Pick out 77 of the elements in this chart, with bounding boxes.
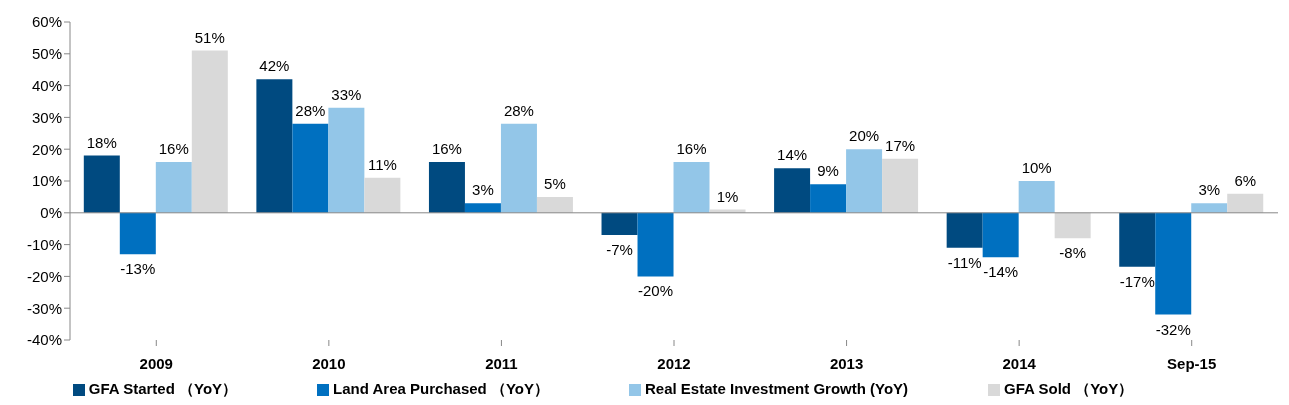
data-label: 33% — [331, 85, 362, 103]
bar — [119, 212, 156, 255]
bar — [256, 79, 293, 213]
bar — [191, 50, 228, 213]
data-label: 28% — [503, 101, 534, 119]
y-tick-label: 50% — [31, 45, 62, 63]
bar — [364, 177, 401, 213]
bar — [673, 161, 710, 213]
bar — [882, 158, 919, 213]
data-label: 16% — [676, 139, 707, 157]
bar — [1018, 181, 1055, 213]
bar — [846, 149, 883, 213]
data-label: 11% — [367, 155, 397, 173]
data-label: -8% — [1059, 244, 1087, 262]
y-tick-label: 60% — [31, 13, 62, 31]
bar — [637, 212, 674, 277]
data-label: -11% — [947, 253, 982, 271]
data-label: -14% — [983, 263, 1019, 281]
data-label: 14% — [777, 146, 808, 164]
x-tick-label: 2011 — [485, 354, 518, 372]
data-label: 10% — [1021, 159, 1052, 176]
data-label: 3% — [472, 181, 494, 199]
x-tick-label: Sep-15 — [1167, 354, 1217, 372]
bar — [292, 123, 329, 213]
bar — [1191, 203, 1228, 213]
x-tick-label: 2012 — [657, 354, 691, 372]
data-label: 17% — [885, 136, 916, 154]
data-label: 9% — [817, 162, 839, 180]
x-tick-label: 2013 — [829, 354, 864, 372]
bar — [1227, 193, 1264, 213]
bar — [536, 196, 573, 213]
bar — [601, 212, 638, 236]
data-label: 6% — [1234, 171, 1257, 189]
bar — [1054, 212, 1091, 239]
bar — [1155, 212, 1192, 315]
data-label: 42% — [259, 57, 290, 75]
x-tick-label: 2010 — [312, 354, 346, 372]
data-label: 20% — [849, 127, 880, 145]
y-tick-label: -30% — [26, 299, 62, 317]
bar — [1119, 212, 1156, 267]
bar — [464, 203, 501, 213]
bar — [328, 107, 365, 213]
bar — [500, 123, 537, 213]
data-label: 3% — [1198, 181, 1221, 199]
data-label: 5% — [544, 174, 566, 192]
bar — [428, 161, 465, 213]
bar — [810, 184, 847, 213]
y-tick-label: 40% — [31, 76, 62, 94]
legend-label: GFA Sold （YoY） — [1004, 380, 1134, 397]
legend-label: Real Estate Investment Growth (YoY) — [644, 380, 909, 397]
y-tick-label: -10% — [26, 235, 62, 253]
legend-label: Land Area Purchased （YoY） — [333, 380, 549, 397]
y-tick-label: 0% — [40, 204, 62, 222]
bar — [982, 212, 1019, 258]
y-tick-label: 20% — [31, 140, 62, 158]
data-label: 51% — [194, 28, 225, 46]
bar — [83, 155, 120, 213]
y-tick-label: -40% — [26, 331, 62, 349]
y-tick-label: 10% — [31, 172, 62, 190]
data-label: -17% — [1119, 272, 1155, 290]
x-tick-label: 2009 — [139, 354, 173, 372]
data-label: -32% — [1155, 320, 1191, 338]
data-label: 16% — [431, 139, 462, 157]
data-label: 16% — [158, 139, 189, 157]
data-label: -13% — [120, 260, 156, 278]
y-tick-label: -20% — [26, 267, 62, 285]
data-label: 28% — [295, 101, 326, 119]
legend-label: GFA Started （YoY） — [88, 380, 238, 397]
bar — [155, 161, 192, 213]
bar — [774, 168, 811, 213]
data-label: -20% — [638, 282, 674, 300]
data-label: 18% — [86, 133, 117, 151]
y-tick-label: 30% — [31, 108, 62, 126]
data-label: 1% — [716, 187, 739, 205]
x-tick-label: 2014 — [1002, 354, 1037, 372]
bar — [946, 212, 983, 248]
data-label: -7% — [606, 241, 633, 259]
